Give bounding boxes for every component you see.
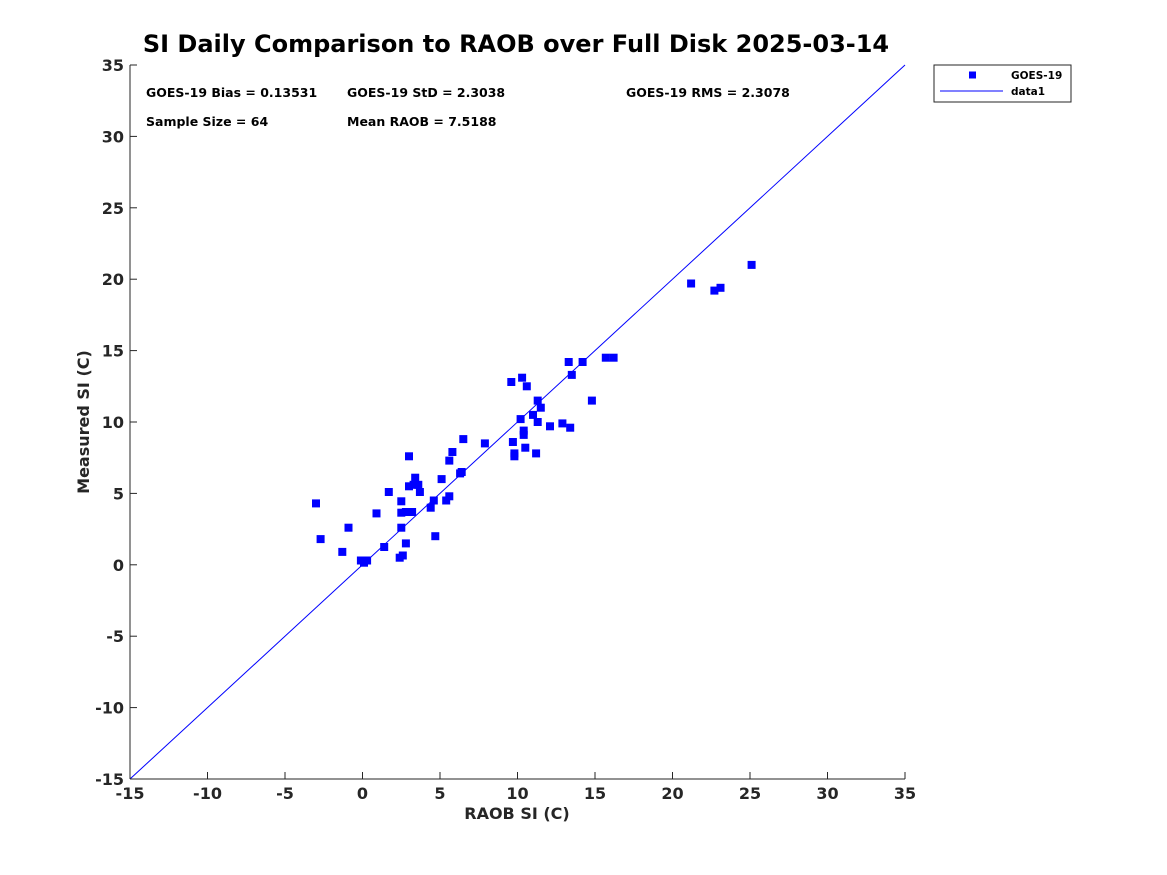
y-axis-label: Measured SI (C) xyxy=(74,350,93,494)
data-point-goes19 xyxy=(519,426,528,435)
data-point-goes19 xyxy=(384,488,393,496)
data-point-goes19 xyxy=(716,283,725,292)
data-point-goes19 xyxy=(459,435,468,444)
data-point-goes19 xyxy=(564,358,573,366)
x-tick-label: 35 xyxy=(894,784,916,803)
data-point-goes19 xyxy=(397,523,406,532)
data-point-goes19 xyxy=(414,480,423,489)
data-point-goes19 xyxy=(338,547,347,556)
data-point-goes19 xyxy=(415,488,424,496)
data-point-goes19 xyxy=(587,396,596,405)
legend-marker-goes19 xyxy=(969,71,976,79)
data-point-goes19 xyxy=(546,422,554,431)
data-point-goes19 xyxy=(566,423,575,432)
x-tick-label: -10 xyxy=(193,784,222,803)
data-point-goes19 xyxy=(363,556,372,565)
legend-label-goes19: GOES-19 xyxy=(1011,70,1062,82)
data-point-goes19 xyxy=(405,452,413,461)
data-point-goes19 xyxy=(522,382,531,391)
data-point-goes19 xyxy=(578,358,587,366)
x-tick-label: 15 xyxy=(584,784,606,803)
y-tick-label: 0 xyxy=(113,556,124,575)
data-point-goes19 xyxy=(398,551,407,560)
y-tick-label: 25 xyxy=(102,199,124,218)
legend-label-data1: data1 xyxy=(1011,86,1045,98)
y-tick-label: 15 xyxy=(102,342,124,361)
data-point-goes19 xyxy=(558,419,567,428)
data-point-goes19 xyxy=(401,539,410,548)
data-point-goes19 xyxy=(437,475,446,484)
data-point-goes19 xyxy=(429,496,438,505)
data-marks xyxy=(129,64,906,780)
data-point-goes19 xyxy=(408,508,417,516)
data-point-goes19 xyxy=(431,532,440,541)
data-point-goes19 xyxy=(508,438,517,446)
y-tick-label: 35 xyxy=(102,56,124,75)
data-point-goes19 xyxy=(533,396,542,405)
y-tick-label: -15 xyxy=(95,770,124,789)
stat-std: GOES-19 StD = 2.3038 xyxy=(347,85,505,100)
data-point-goes19 xyxy=(401,508,410,516)
y-tick-label: -5 xyxy=(106,627,124,646)
x-tick-label: 0 xyxy=(357,784,368,803)
data-point-goes19 xyxy=(457,468,466,476)
x-tick-label: -15 xyxy=(116,784,145,803)
data-point-goes19 xyxy=(609,353,618,362)
x-tick-label: -5 xyxy=(276,784,294,803)
data-point-goes19 xyxy=(519,430,528,439)
y-tick-label: 5 xyxy=(113,484,124,503)
data-point-goes19 xyxy=(411,473,420,482)
y-tick-label: 10 xyxy=(102,413,124,432)
stat-sample-size: Sample Size = 64 xyxy=(146,114,268,129)
x-axis-label: RAOB SI (C) xyxy=(464,804,569,823)
data-point-goes19 xyxy=(567,370,576,379)
data-point-goes19 xyxy=(426,503,435,512)
y-tick-label: -10 xyxy=(95,699,124,718)
data-point-goes19 xyxy=(507,378,516,386)
data-point-goes19 xyxy=(710,286,719,295)
x-tick-label: 10 xyxy=(506,784,528,803)
x-tick-label: 5 xyxy=(434,784,445,803)
data-point-goes19 xyxy=(405,482,413,491)
data-point-goes19 xyxy=(518,373,527,382)
data-point-goes19 xyxy=(445,492,454,501)
data-point-goes19 xyxy=(529,410,537,419)
data-point-goes19 xyxy=(380,543,389,551)
data-point-goes19 xyxy=(480,439,489,448)
stat-rms: GOES-19 RMS = 2.3078 xyxy=(626,85,790,100)
data-point-goes19 xyxy=(372,509,381,518)
data-point-goes19 xyxy=(442,496,451,505)
y-tick-label: 30 xyxy=(102,127,124,146)
data-point-goes19 xyxy=(316,535,325,544)
data-point-goes19 xyxy=(601,353,610,362)
stat-mean-raob: Mean RAOB = 7.5188 xyxy=(347,114,496,129)
data-point-goes19 xyxy=(687,279,696,288)
data-point-goes19 xyxy=(516,415,525,424)
data-point-goes19 xyxy=(536,403,545,412)
x-tick-label: 25 xyxy=(739,784,761,803)
data-point-goes19 xyxy=(397,497,406,506)
data-point-goes19 xyxy=(445,456,454,465)
data-point-goes19 xyxy=(532,449,541,458)
x-tick-label: 30 xyxy=(816,784,838,803)
data-point-goes19 xyxy=(448,448,457,456)
x-tick-label: 20 xyxy=(661,784,683,803)
data-point-goes19 xyxy=(521,443,530,452)
legend-box xyxy=(933,64,1072,103)
plot-area: -15 -10 -5 0 5 10 15 20 25 30 35 -15 -10 -5 0 5 10 15 20 25… xyxy=(95,56,916,803)
data-point-goes19 xyxy=(397,508,406,517)
data-point-goes19 xyxy=(344,523,353,532)
axis-ticks: -15 -10 -5 0 5 10 15 20 25 30 35 -15 -10 -5 0 5 10 15 20 25… xyxy=(95,56,916,803)
data-point-goes19 xyxy=(533,418,542,426)
stat-bias: GOES-19 Bias = 0.13531 xyxy=(146,85,317,100)
data-point-goes19 xyxy=(747,260,756,269)
chart-title: SI Daily Comparison to RAOB over Full Di… xyxy=(143,30,889,58)
legend: GOES-19 data1 xyxy=(933,64,1072,103)
data-point-goes19 xyxy=(409,480,418,489)
data-point-goes19 xyxy=(510,449,519,458)
data-point-goes19 xyxy=(312,499,320,508)
y-tick-label: 20 xyxy=(102,270,124,289)
stats-annotations: GOES-19 Bias = 0.13531 GOES-19 StD = 2.3… xyxy=(146,85,790,129)
